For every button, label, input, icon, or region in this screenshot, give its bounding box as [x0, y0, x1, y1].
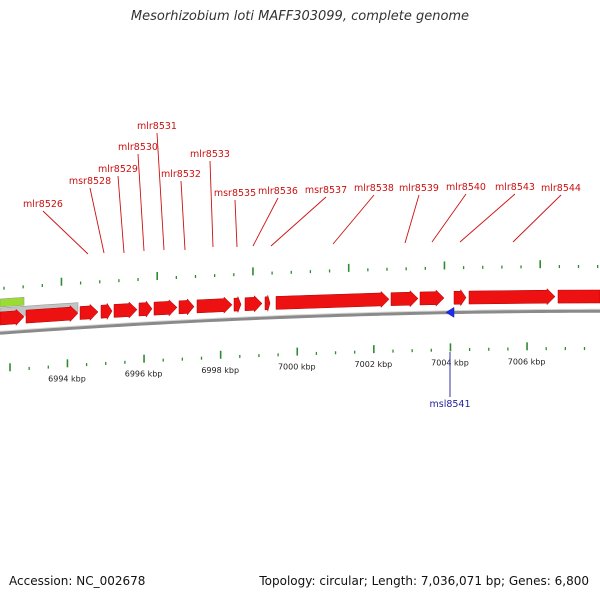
feature-track [0, 288, 600, 326]
gene-callout-line [89, 187, 105, 254]
backbone-line [0, 309, 600, 335]
topology-text: Topology: circular; Length: 7,036,071 bp… [259, 574, 589, 588]
forward-gene-arrow [113, 301, 138, 319]
gene-callout-line [431, 193, 467, 243]
gene-label-mlr8526: mlr8526 [23, 199, 63, 210]
axis-tick-label: 7000 kbp [278, 363, 316, 372]
gene-label-mlr8529: mlr8529 [98, 164, 138, 175]
genome-title: Mesorhizobium loti MAFF303099, complete … [130, 9, 470, 24]
gene-label-mlr8544: mlr8544 [541, 183, 581, 194]
gene-callout-line [270, 196, 327, 247]
gene-label-msr8528: msr8528 [69, 176, 111, 187]
forward-gene-arrow [419, 289, 445, 307]
forward-gene-arrow [100, 302, 113, 321]
accession-text: Accession: NC_002678 [9, 574, 146, 588]
forward-gene-arrow [390, 290, 419, 308]
reverse-gene-arrow [445, 306, 455, 318]
gene-callout-line [209, 160, 214, 248]
outer-tick-track [3, 260, 599, 290]
forward-gene-arrow [178, 298, 195, 316]
axis-tick-label: 7006 kbp [508, 357, 546, 366]
gene-callout-line [117, 175, 125, 254]
gene-callout-line [252, 197, 279, 247]
gene-callout-line [512, 194, 562, 243]
forward-gene-arrow [453, 288, 467, 307]
forward-gene-arrow [557, 289, 600, 304]
gene-label-mlr8540: mlr8540 [446, 182, 486, 193]
inner-tick-track [9, 342, 586, 372]
forward-gene-arrow [0, 308, 25, 326]
forward-gene-arrow [138, 300, 153, 318]
gene-label-mlr8532: mlr8532 [161, 169, 201, 180]
gene-label-mlr8533: mlr8533 [190, 149, 230, 160]
green-feature [0, 296, 25, 308]
gene-label-msl8541: msl8541 [429, 399, 470, 410]
axis-labels: 6994 kbp 6996 kbp 6998 kbp 7000 kbp 7002 kbp… [48, 357, 545, 383]
reverse-strand-track [445, 306, 455, 318]
gene-label-mlr8531: mlr8531 [137, 121, 177, 132]
forward-gene-arrow [153, 299, 178, 317]
gene-callout-line [404, 194, 420, 244]
gene-callout-line [459, 193, 516, 243]
forward-gene-arrow [264, 295, 271, 312]
gene-callout-line [156, 132, 165, 251]
gene-callout-line [332, 194, 375, 245]
forward-gene-arrow [468, 288, 556, 306]
axis-tick-label: 6996 kbp [125, 370, 163, 379]
gene-label-mlr8543: mlr8543 [495, 182, 535, 193]
forward-gene-arrow [244, 295, 263, 313]
forward-gene-arrow [196, 296, 233, 314]
gene-label-mlr8539: mlr8539 [399, 183, 439, 194]
backbone-highlight [0, 308, 600, 332]
forward-gene-arrow [79, 303, 99, 322]
axis-tick-label: 6994 kbp [48, 374, 86, 383]
gene-label-mlr8536: mlr8536 [258, 186, 298, 197]
gene-label-msr8537: msr8537 [305, 185, 347, 196]
gene-callout-line [42, 210, 89, 255]
forward-gene-arrow [25, 305, 79, 324]
genome-backbone [0, 308, 600, 335]
gene-callout-line [180, 180, 186, 251]
gene-label-mlr8530: mlr8530 [118, 142, 158, 153]
forward-gene-arrow [233, 296, 242, 313]
gene-label-mlr8538: mlr8538 [354, 183, 394, 194]
gene-callout-line [234, 199, 238, 248]
gene-label-msr8535: msr8535 [214, 188, 256, 199]
forward-gene-arrow [275, 290, 390, 310]
axis-tick-label: 6998 kbp [201, 366, 239, 375]
gene-callout-line [137, 153, 145, 252]
axis-tick-label: 7002 kbp [355, 360, 393, 369]
